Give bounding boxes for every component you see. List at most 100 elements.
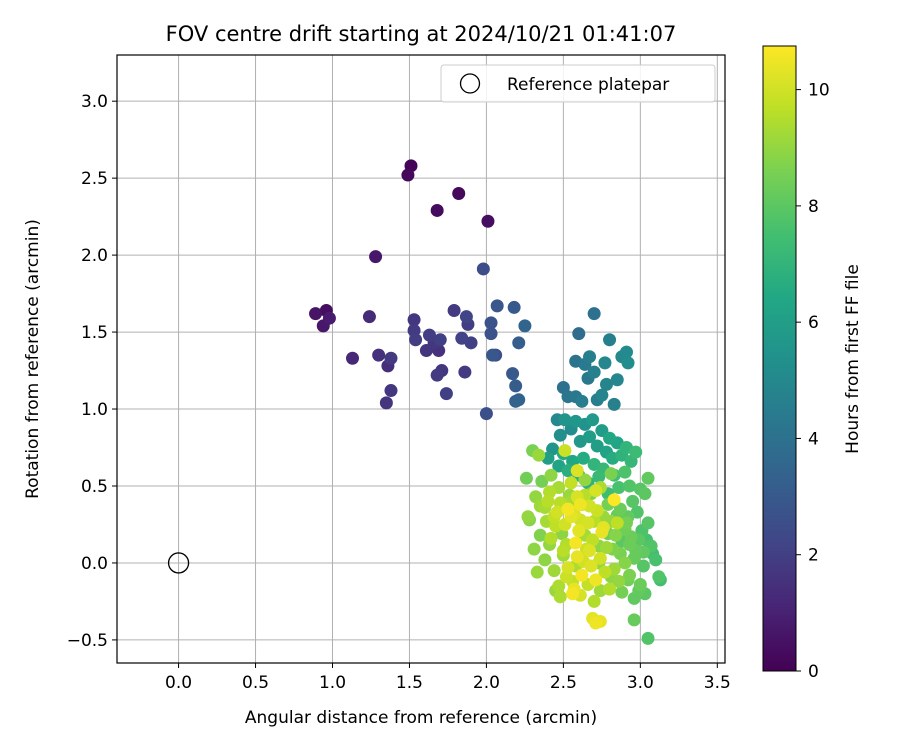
data-point xyxy=(570,464,584,478)
data-point xyxy=(322,311,336,325)
data-point xyxy=(612,481,626,495)
legend: Reference platepar xyxy=(440,64,716,103)
y-axis-label: Rotation from reference (arcmin) xyxy=(23,219,43,499)
data-point xyxy=(484,327,498,341)
data-point xyxy=(613,502,627,516)
data-point xyxy=(589,616,603,630)
y-tick-label: 0.5 xyxy=(81,477,108,497)
data-point xyxy=(619,516,633,530)
data-point xyxy=(430,203,444,217)
data-point xyxy=(592,470,606,484)
data-point xyxy=(309,307,323,321)
data-point xyxy=(558,413,572,427)
data-point xyxy=(603,333,617,347)
data-point xyxy=(583,430,597,444)
data-point xyxy=(583,350,597,364)
data-point xyxy=(569,414,583,428)
data-point xyxy=(590,439,604,453)
data-point xyxy=(369,250,383,264)
legend-box xyxy=(440,64,716,103)
data-point xyxy=(512,336,526,350)
data-point xyxy=(593,551,607,565)
data-point xyxy=(479,407,493,421)
data-point xyxy=(583,544,597,558)
plot-frame xyxy=(116,54,726,664)
data-point xyxy=(484,316,498,330)
data-point xyxy=(564,476,578,490)
data-point xyxy=(439,387,453,401)
data-point xyxy=(598,565,612,579)
chart-title: FOV centre drift starting at 2024/10/21 … xyxy=(166,22,677,46)
data-point xyxy=(570,550,584,564)
data-point xyxy=(598,356,612,370)
data-points xyxy=(309,159,667,645)
data-point xyxy=(641,631,655,645)
data-point xyxy=(599,377,613,391)
data-point xyxy=(362,310,376,324)
data-point xyxy=(530,565,544,579)
data-point xyxy=(452,187,466,201)
data-point xyxy=(553,590,567,604)
reference-platepar-marker xyxy=(167,552,190,574)
data-point xyxy=(587,365,601,379)
colorbar xyxy=(762,45,797,672)
data-point xyxy=(346,351,360,365)
grid xyxy=(117,55,725,663)
data-point xyxy=(506,367,520,381)
data-point xyxy=(612,574,626,588)
data-point xyxy=(481,214,495,228)
y-tick-label: −0.5 xyxy=(67,631,108,651)
x-axis-ticks: 0.0 0.5 1.0 1.5 2.0 2.5 3.0 3.5 xyxy=(165,663,731,693)
data-point xyxy=(607,397,621,411)
colorbar-tick-label: 8 xyxy=(808,197,819,217)
data-point xyxy=(627,613,641,627)
data-point xyxy=(607,493,621,507)
data-point xyxy=(409,333,423,347)
data-point xyxy=(509,379,523,393)
data-point xyxy=(641,471,655,485)
data-point xyxy=(550,505,564,519)
data-point xyxy=(558,444,572,458)
data-point xyxy=(573,497,587,511)
data-point xyxy=(604,467,618,481)
colorbar-tick-label: 2 xyxy=(808,546,819,566)
data-point xyxy=(519,471,533,485)
data-point xyxy=(581,516,595,530)
data-point xyxy=(638,487,652,501)
x-tick-label: 2.5 xyxy=(550,673,577,693)
x-tick-label: 1.0 xyxy=(319,673,346,693)
data-point xyxy=(576,451,590,465)
data-point xyxy=(621,356,635,370)
y-tick-label: 2.5 xyxy=(81,169,108,189)
y-tick-label: 3.0 xyxy=(81,92,108,112)
data-point xyxy=(599,541,613,555)
reference-marker-layer xyxy=(167,552,190,574)
colorbar-tick-label: 4 xyxy=(808,429,819,449)
data-point xyxy=(633,577,647,591)
data-point xyxy=(433,333,447,347)
data-point xyxy=(521,510,535,524)
colorbar-tick-label: 10 xyxy=(808,81,830,101)
data-point xyxy=(566,587,580,601)
data-point xyxy=(532,448,546,462)
data-point xyxy=(538,553,552,567)
legend-open-circle-marker xyxy=(459,73,481,94)
data-point xyxy=(623,568,637,582)
data-point xyxy=(533,528,547,542)
data-point xyxy=(430,368,444,382)
colorbar-tick-label: 0 xyxy=(808,662,819,682)
data-point xyxy=(384,351,398,365)
data-point xyxy=(556,544,570,558)
data-point xyxy=(422,328,436,342)
data-point xyxy=(544,531,558,545)
data-point xyxy=(458,365,472,379)
data-point xyxy=(455,331,469,345)
legend-entry-label: Reference platepar xyxy=(507,75,669,95)
data-point xyxy=(641,516,655,530)
data-point xyxy=(584,559,598,573)
data-point xyxy=(553,428,567,442)
data-point xyxy=(595,388,609,402)
data-point xyxy=(618,465,632,479)
y-axis-ticks: −0.5 0.0 0.5 1.0 1.5 2.0 2.5 3.0 xyxy=(67,92,117,651)
